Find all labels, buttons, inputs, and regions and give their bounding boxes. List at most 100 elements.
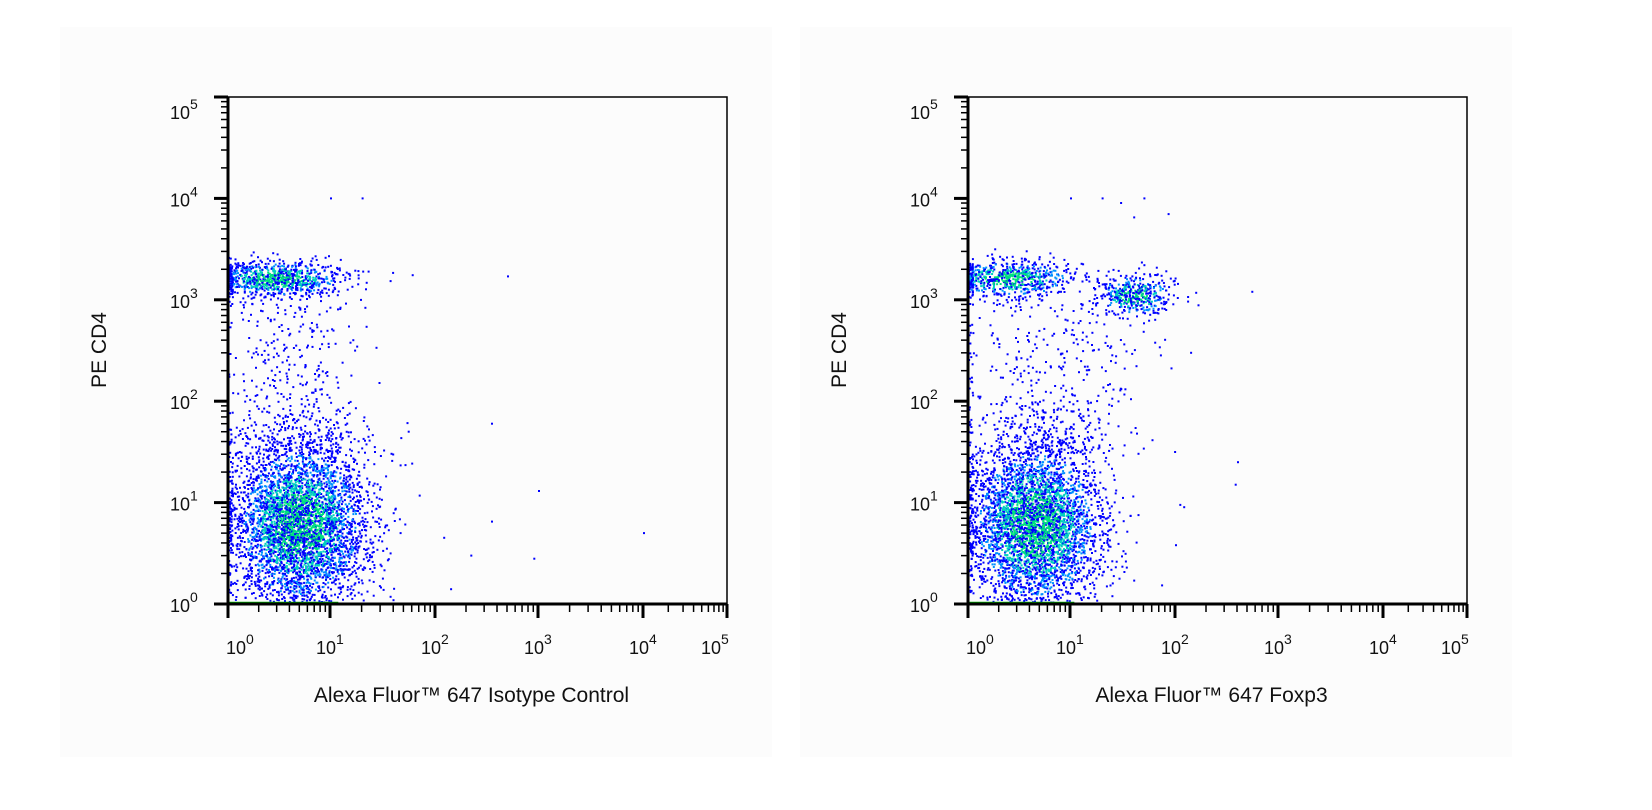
- data-point: [350, 585, 353, 588]
- data-point: [276, 496, 279, 499]
- data-point: [231, 466, 234, 469]
- data-point: [353, 468, 356, 471]
- data-point: [319, 473, 322, 476]
- data-point: [303, 563, 306, 566]
- data-point: [301, 455, 304, 458]
- data-point: [310, 528, 313, 531]
- data-point: [276, 559, 279, 562]
- data-point: [230, 542, 233, 545]
- data-point: [288, 589, 291, 592]
- data-point: [380, 498, 383, 501]
- data-point: [282, 478, 285, 481]
- data-point: [314, 500, 317, 503]
- data-point: [283, 467, 286, 470]
- data-point: [307, 496, 310, 499]
- data-point: [279, 467, 282, 470]
- data-point: [367, 459, 370, 462]
- data-point: [324, 541, 326, 544]
- data-point: [297, 454, 300, 457]
- data-point: [236, 286, 239, 288]
- data-point: [333, 517, 335, 520]
- data-point: [284, 585, 287, 588]
- data-point: [350, 551, 353, 554]
- data-point: [258, 581, 261, 584]
- data-point: [296, 523, 298, 526]
- data-point: [298, 547, 301, 550]
- data-point: [238, 548, 241, 551]
- data-point: [244, 554, 246, 557]
- data-point: [344, 524, 347, 527]
- data-point: [340, 539, 343, 542]
- data-point: [250, 558, 253, 561]
- data-point: [261, 530, 264, 533]
- data-point: [312, 543, 315, 546]
- data-point: [355, 477, 358, 480]
- data-point: [285, 474, 288, 477]
- data-point: [252, 512, 255, 515]
- data-point: [310, 543, 312, 546]
- data-point: [281, 493, 284, 496]
- data-point: [334, 523, 337, 526]
- data-point: [356, 500, 359, 503]
- data-point: [250, 523, 252, 526]
- data-point: [267, 458, 270, 460]
- data-point: [312, 286, 315, 288]
- data-point: [335, 548, 338, 551]
- data-point: [238, 556, 240, 559]
- data-point: [300, 564, 302, 567]
- data-point: [305, 591, 308, 594]
- data-point: [269, 497, 272, 500]
- data-point: [305, 546, 308, 549]
- data-point: [307, 573, 310, 576]
- data-point: [348, 490, 351, 493]
- data-point: [239, 486, 241, 489]
- data-point: [305, 465, 308, 468]
- data-point: [312, 532, 315, 534]
- data-point: [251, 523, 254, 525]
- data-point: [317, 574, 320, 577]
- data-point: [281, 270, 284, 273]
- data-point: [367, 560, 370, 563]
- data-point: [267, 499, 270, 502]
- data-point: [320, 516, 323, 519]
- data-point: [318, 570, 321, 573]
- data-point: [299, 486, 302, 489]
- data-point: [317, 562, 320, 564]
- data-point: [294, 263, 297, 266]
- data-point: [260, 497, 263, 500]
- data-point: [332, 460, 335, 463]
- data-point: [269, 599, 272, 602]
- data-point: [297, 523, 300, 526]
- data-point: [376, 548, 379, 551]
- data-point: [328, 575, 330, 577]
- data-point: [296, 583, 299, 585]
- data-point: [257, 577, 260, 580]
- data-point: [257, 499, 260, 502]
- data-point: [272, 291, 275, 294]
- data-point: [228, 591, 231, 594]
- data-point: [372, 541, 375, 544]
- data-point: [302, 496, 304, 499]
- data-point: [325, 449, 328, 452]
- data-point: [283, 496, 286, 499]
- data-point: [308, 466, 311, 469]
- data-point: [310, 463, 313, 466]
- data-point: [277, 480, 280, 483]
- data-point: [257, 450, 260, 453]
- data-point: [271, 594, 274, 597]
- data-point: [265, 523, 268, 526]
- data-point: [345, 485, 348, 488]
- data-point: [281, 499, 283, 502]
- data-point: [293, 565, 296, 568]
- data-point: [339, 588, 342, 591]
- data-point: [299, 433, 302, 436]
- data-point: [358, 486, 361, 488]
- data-point: [273, 541, 276, 544]
- data-point: [301, 260, 303, 263]
- data-point: [320, 487, 323, 490]
- data-point: [229, 501, 231, 504]
- data-point: [324, 266, 327, 269]
- data-point: [285, 490, 288, 493]
- data-point: [241, 551, 244, 554]
- data-point: [319, 573, 322, 576]
